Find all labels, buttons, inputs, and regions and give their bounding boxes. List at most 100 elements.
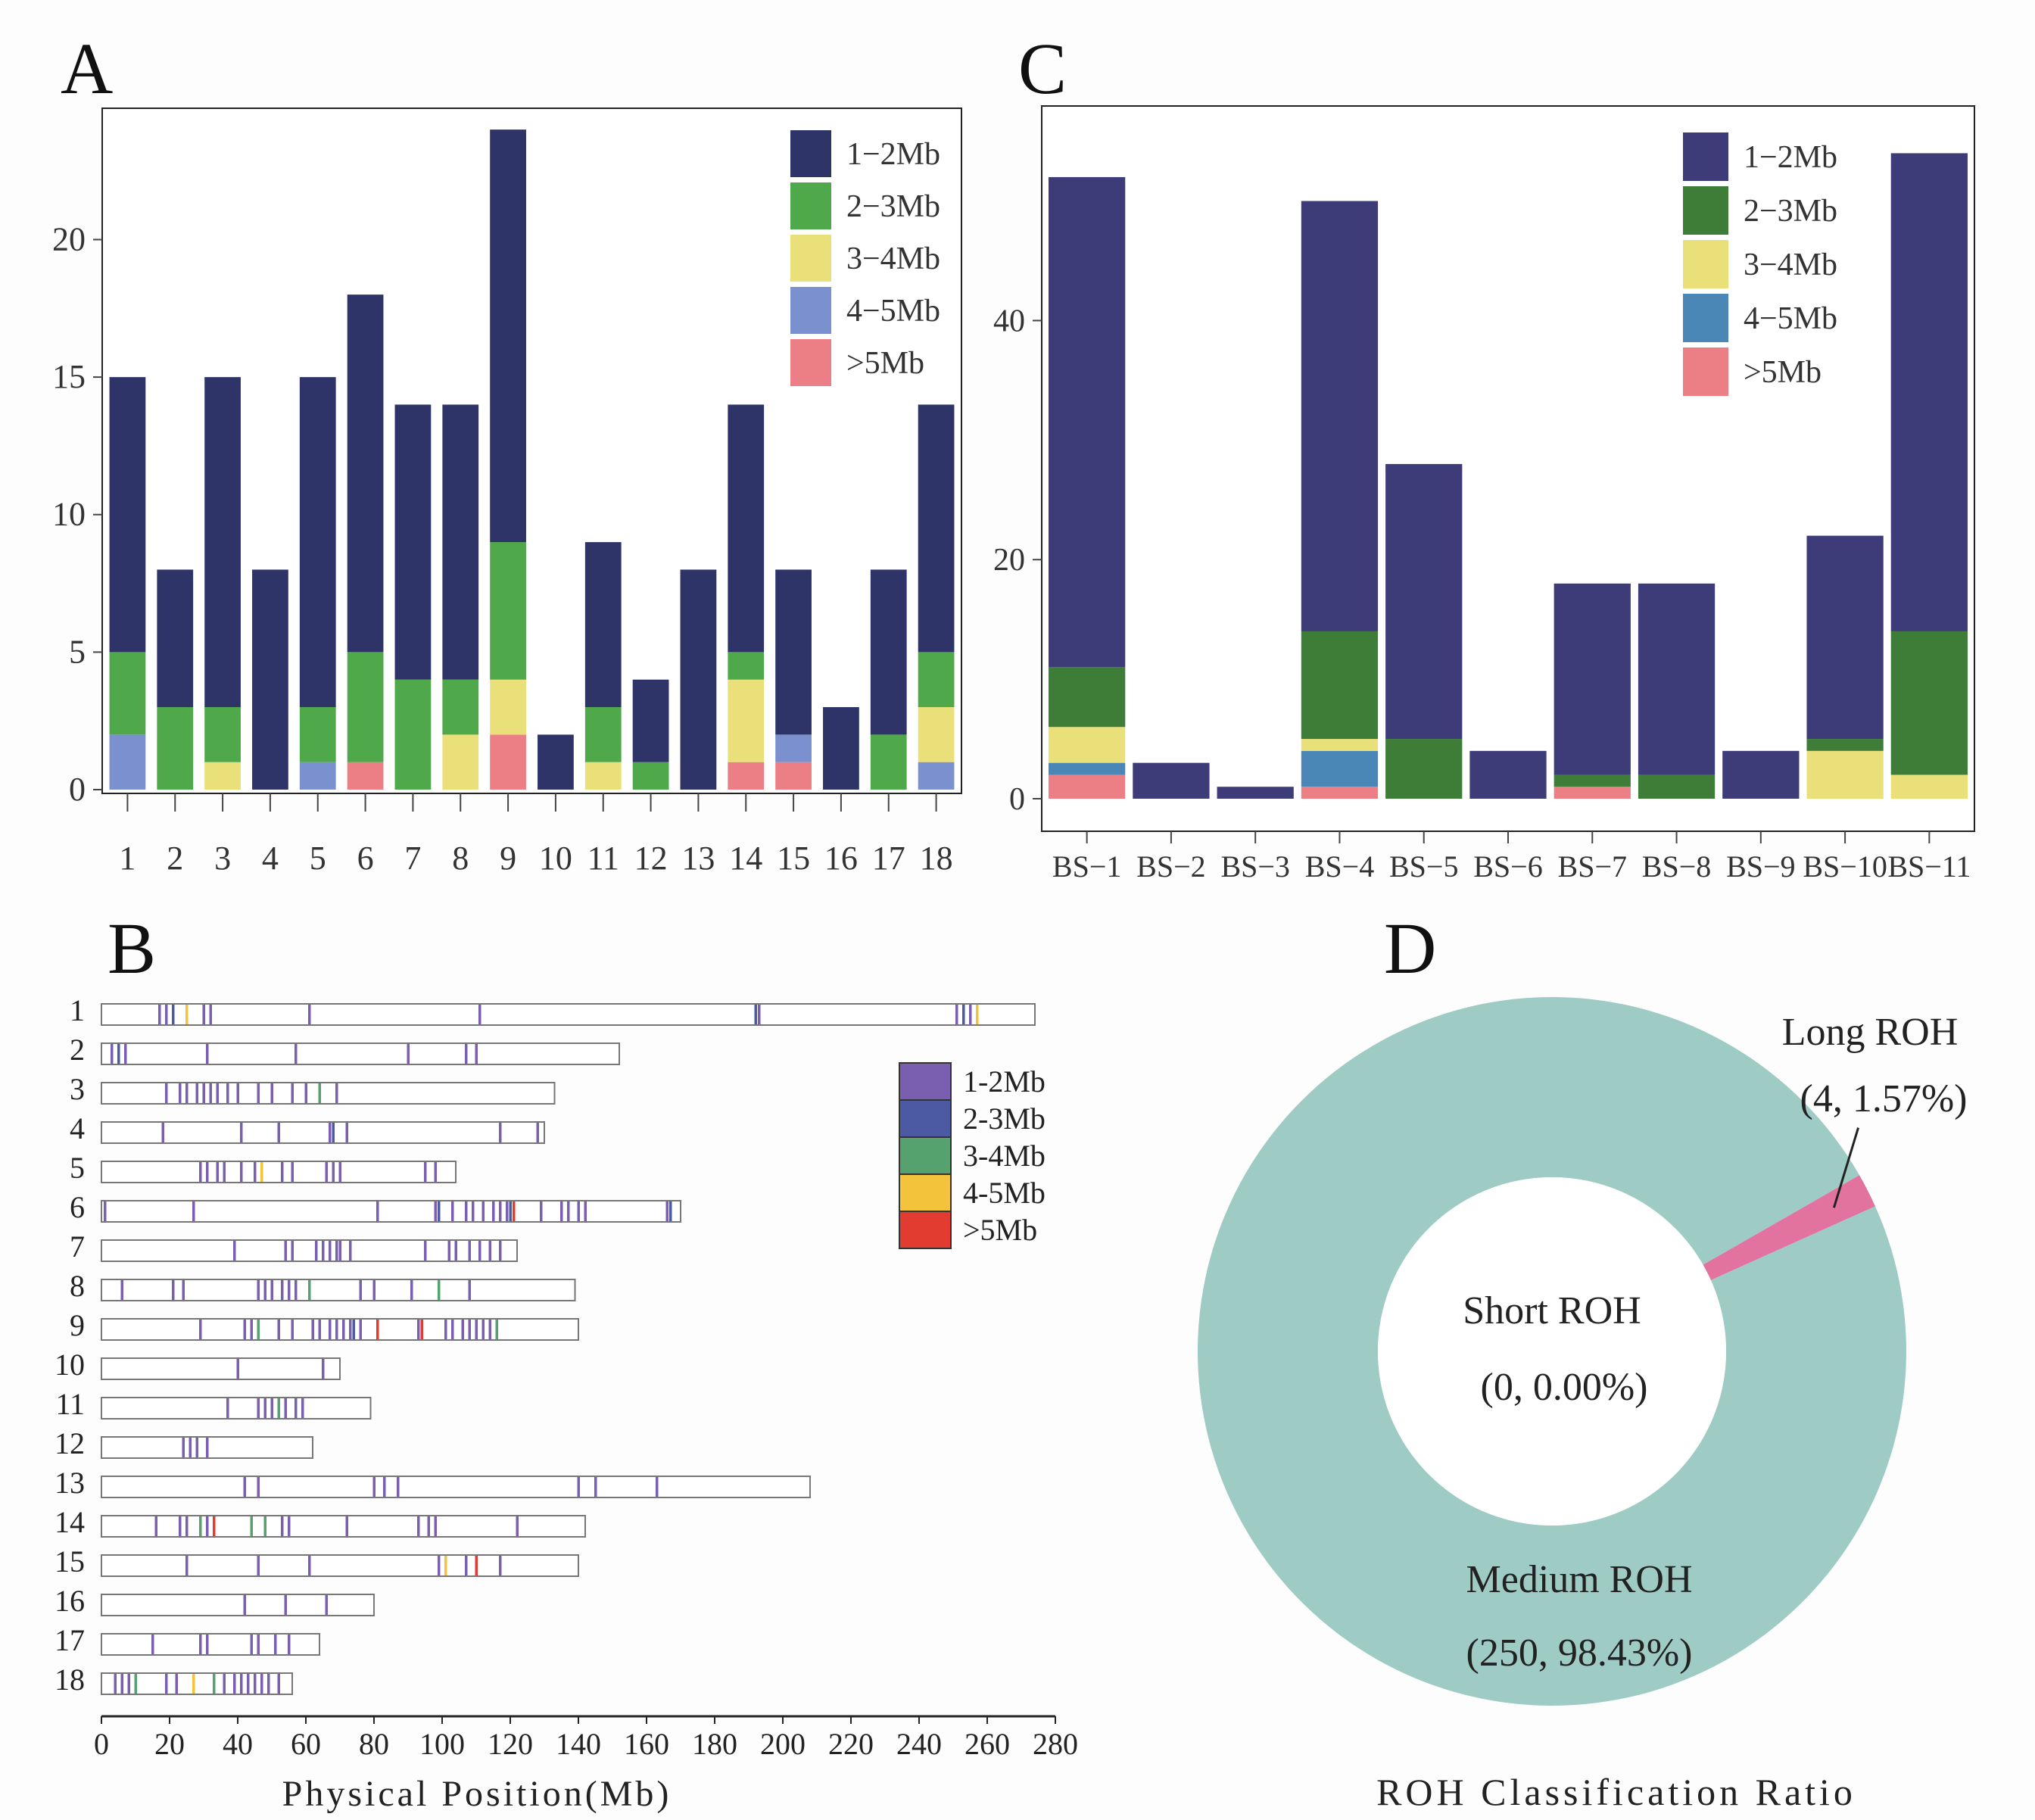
panel-b-roh-segment-1-2mb [481,1201,485,1221]
panel-d-slice-medium-roh [1198,997,1907,1706]
panel-b-roh-segment-1-2mb [240,1162,243,1182]
panel-b-chromosome-label: 16 [55,1584,85,1618]
panel-b-roh-segment-1-2mb [111,1044,114,1064]
panel-b-roh-segment-1-2mb [277,1320,280,1339]
panel-b-roh-segment-1-2mb [499,1201,502,1221]
panel-b-roh-segment-1-2mb [172,1280,175,1300]
panel-a-bar-7-1-2mb [394,404,432,680]
panel-a-bar-8-2-3mb [442,679,479,735]
panel-b-x-tick-label: 280 [1033,1727,1078,1761]
panel-b-chromosome-label: 3 [70,1072,85,1106]
panel-b-roh-segment-1-2mb [284,1398,287,1418]
panel-a-bar-11-2-3mb [584,707,622,762]
panel-b-roh-segment-1-2mb [288,1516,291,1536]
panel-b-roh-segment-1-2mb [536,1123,539,1142]
panel-b-roh-segment-1-2mb [325,1595,328,1615]
panel-a-x-tick-label: 1 [119,840,136,877]
panel-b-roh-segment-1-2mb [304,1083,307,1103]
panel-b-roh-segment-1-2mb [243,1477,246,1497]
panel-b-roh-segment-1-2mb [182,1280,185,1300]
panel-b-chromosome-label: 4 [70,1111,85,1145]
panel-b-roh-segment-1-2mb [955,1005,958,1024]
panel-b-legend-label-3-4mb: 3-4Mb [963,1139,1046,1173]
panel-b-roh-segment-1-2mb [165,1005,168,1024]
panel-b-roh-segment-1-2mb [233,1241,236,1261]
panel-a-x-tick-label: 18 [920,840,953,877]
panel-a-bar-3-1-2mb [204,377,241,708]
panel-b-roh-segment-1-2mb [488,1320,491,1339]
panel-b-roh-segment-1-2mb [322,1241,325,1261]
panel-b-roh-segment-1-2mb [233,1674,236,1694]
panel-a-x-tick-label: 13 [681,840,715,877]
panel-c-x-tick-label: BS−9 [1726,849,1795,884]
panel-c-bar-bs-8-2-3mb [1638,774,1716,799]
panel-b-x-tick-label: 260 [965,1727,1010,1761]
panel-a-y-tick-label: 15 [52,358,86,395]
panel-b-roh-segment-1-2mb [250,1320,253,1339]
panel-a-legend-label-4-5mb: 4−5Mb [846,294,940,329]
panel-a-bar-1-2-3mb [109,652,146,735]
panel-c-x-tick-label: BS−4 [1305,849,1374,884]
panel-b-roh-segment-1-2mb [372,1477,376,1497]
panel-a-bar-10-1-2mb [538,734,574,790]
panel-a-bar-6-2-3mb [347,652,384,762]
panel-b-chromosome-label: 7 [70,1229,85,1264]
panel-b-roh-segment-1-2mb [478,1241,481,1261]
panel-c-bar-bs-1-1-2mb [1049,176,1126,668]
panel-b-chromosome-13 [101,1476,811,1498]
panel-b-x-axis-label: Physical Position(Mb) [282,1774,672,1814]
panel-b-roh-segment-1-2mb [247,1674,250,1694]
panel-b-chromosome-label: 18 [55,1663,85,1697]
panel-b-roh-segment-1-2mb [451,1320,454,1339]
panel-a-bar-3-2-3mb [204,707,241,762]
panel-b-roh-segment-1-2mb [594,1477,597,1497]
panel-c-x-tick-label: BS−7 [1558,849,1627,884]
panel-b-chromosome-8 [101,1279,576,1301]
panel-b-x-tick-label: 20 [154,1727,185,1761]
panel-c-bar-bs-1-2-3mb [1049,667,1126,728]
panel-b-roh-segment-1-2mb [104,1201,107,1221]
panel-b-roh-segment-3-4mb [199,1516,202,1536]
panel-b-roh-segment-1-2mb [332,1162,335,1182]
panel-b-roh-segment-5mb [213,1516,216,1536]
panel-b-roh-segment-1-2mb [120,1280,123,1300]
panel-b-roh-segment-1-2mb [656,1477,659,1497]
panel-b-roh-segment-5mb [513,1201,516,1221]
panel-b-roh-segment-1-2mb [301,1398,304,1418]
panel-c-legend-swatch-4-5mb [1683,294,1728,342]
panel-a-bar-4-1-2mb [252,569,288,790]
panel-a-bar-18-2-3mb [918,652,955,708]
panel-b-roh-segment-1-2mb [345,1516,348,1536]
panel-b-x-tick-label: 80 [359,1727,389,1761]
panel-a-y-tick-label: 20 [52,220,86,257]
panel-letter-a: A [61,28,113,109]
panel-a-x-tick-label: 3 [214,840,231,877]
panel-b-roh-segment-1-2mb [417,1516,420,1536]
panel-b-roh-segment-2-3mb [332,1123,335,1142]
panel-a-x-tick-label: 9 [500,840,516,877]
panel-b-roh-segment-2-3mb [172,1005,175,1024]
panel-b-roh-segment-1-2mb [216,1162,219,1182]
panel-a-bar-7-2-3mb [394,679,432,790]
panel-b-chromosome-2 [101,1042,620,1065]
panel-letter-d: D [1384,908,1436,989]
panel-c-x-tick-label: BS−1 [1052,849,1121,884]
panel-b-roh-segment-1-2mb [120,1674,123,1694]
panel-b-roh-segment-1-2mb [199,1635,202,1654]
panel-a-bar-6-5mb [347,762,384,790]
panel-b-roh-segment-5mb [420,1320,423,1339]
panel-b-roh-segment-1-2mb [424,1241,427,1261]
panel-b-legend-label-5mb: >5Mb [963,1213,1037,1247]
panel-b-roh-segment-1-2mb [475,1320,478,1339]
panel-b-roh-segment-1-2mb [475,1044,478,1064]
panel-a-x-tick-label: 16 [824,840,858,877]
panel-a-x-tick-label: 10 [539,840,572,877]
panel-b-chromosome-6 [101,1200,681,1223]
panel-b-roh-segment-1-2mb [335,1320,338,1339]
panel-a-bar-8-3-4mb [442,734,479,790]
panel-b-roh-segment-1-2mb [325,1162,328,1182]
panel-b-roh-segment-5mb [475,1556,478,1575]
panel-b-roh-segment-1-2mb [165,1083,168,1103]
panel-b-roh-segment-1-2mb [179,1516,182,1536]
panel-b-roh-segment-1-2mb [127,1674,130,1694]
